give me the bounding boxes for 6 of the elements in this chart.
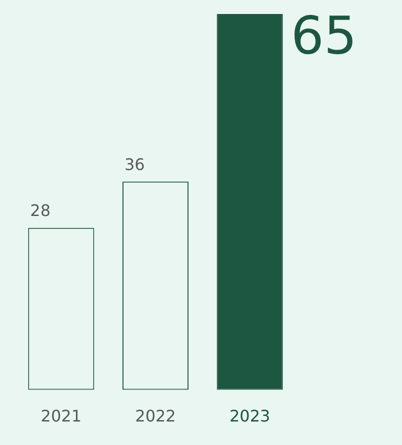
- data-label: 28: [30, 201, 51, 220]
- x-tick-label: 2022: [135, 406, 176, 426]
- data-label: 65: [290, 6, 358, 67]
- x-tick-label: 2021: [40, 406, 82, 426]
- x-tick-label: 2023: [229, 406, 270, 426]
- data-label: 36: [124, 154, 145, 174]
